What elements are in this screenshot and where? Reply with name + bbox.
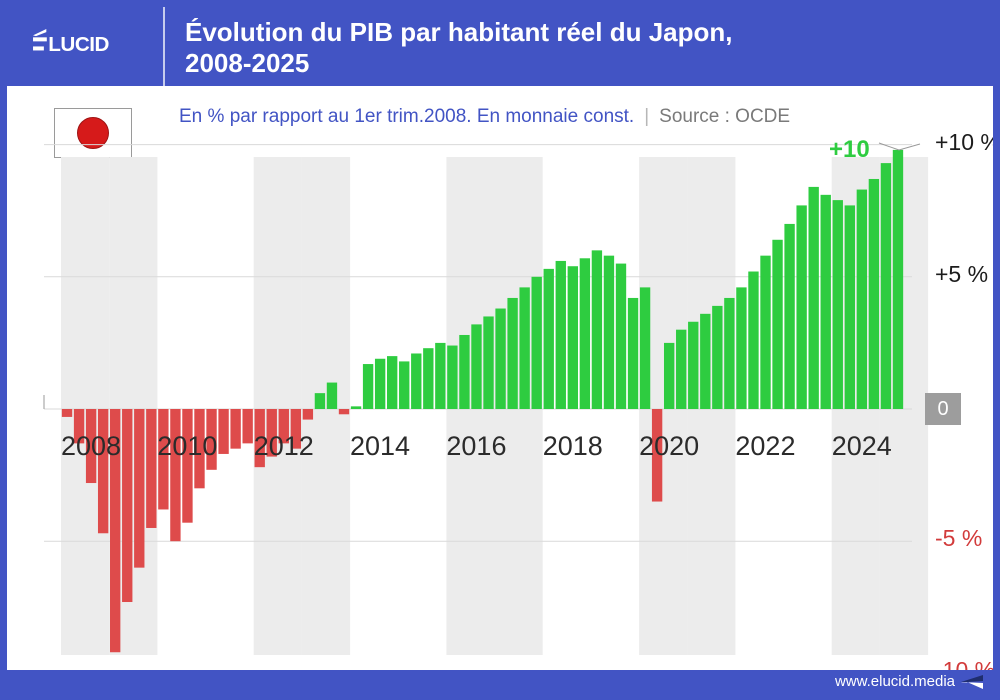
svg-text:LUCID: LUCID [48, 33, 109, 54]
